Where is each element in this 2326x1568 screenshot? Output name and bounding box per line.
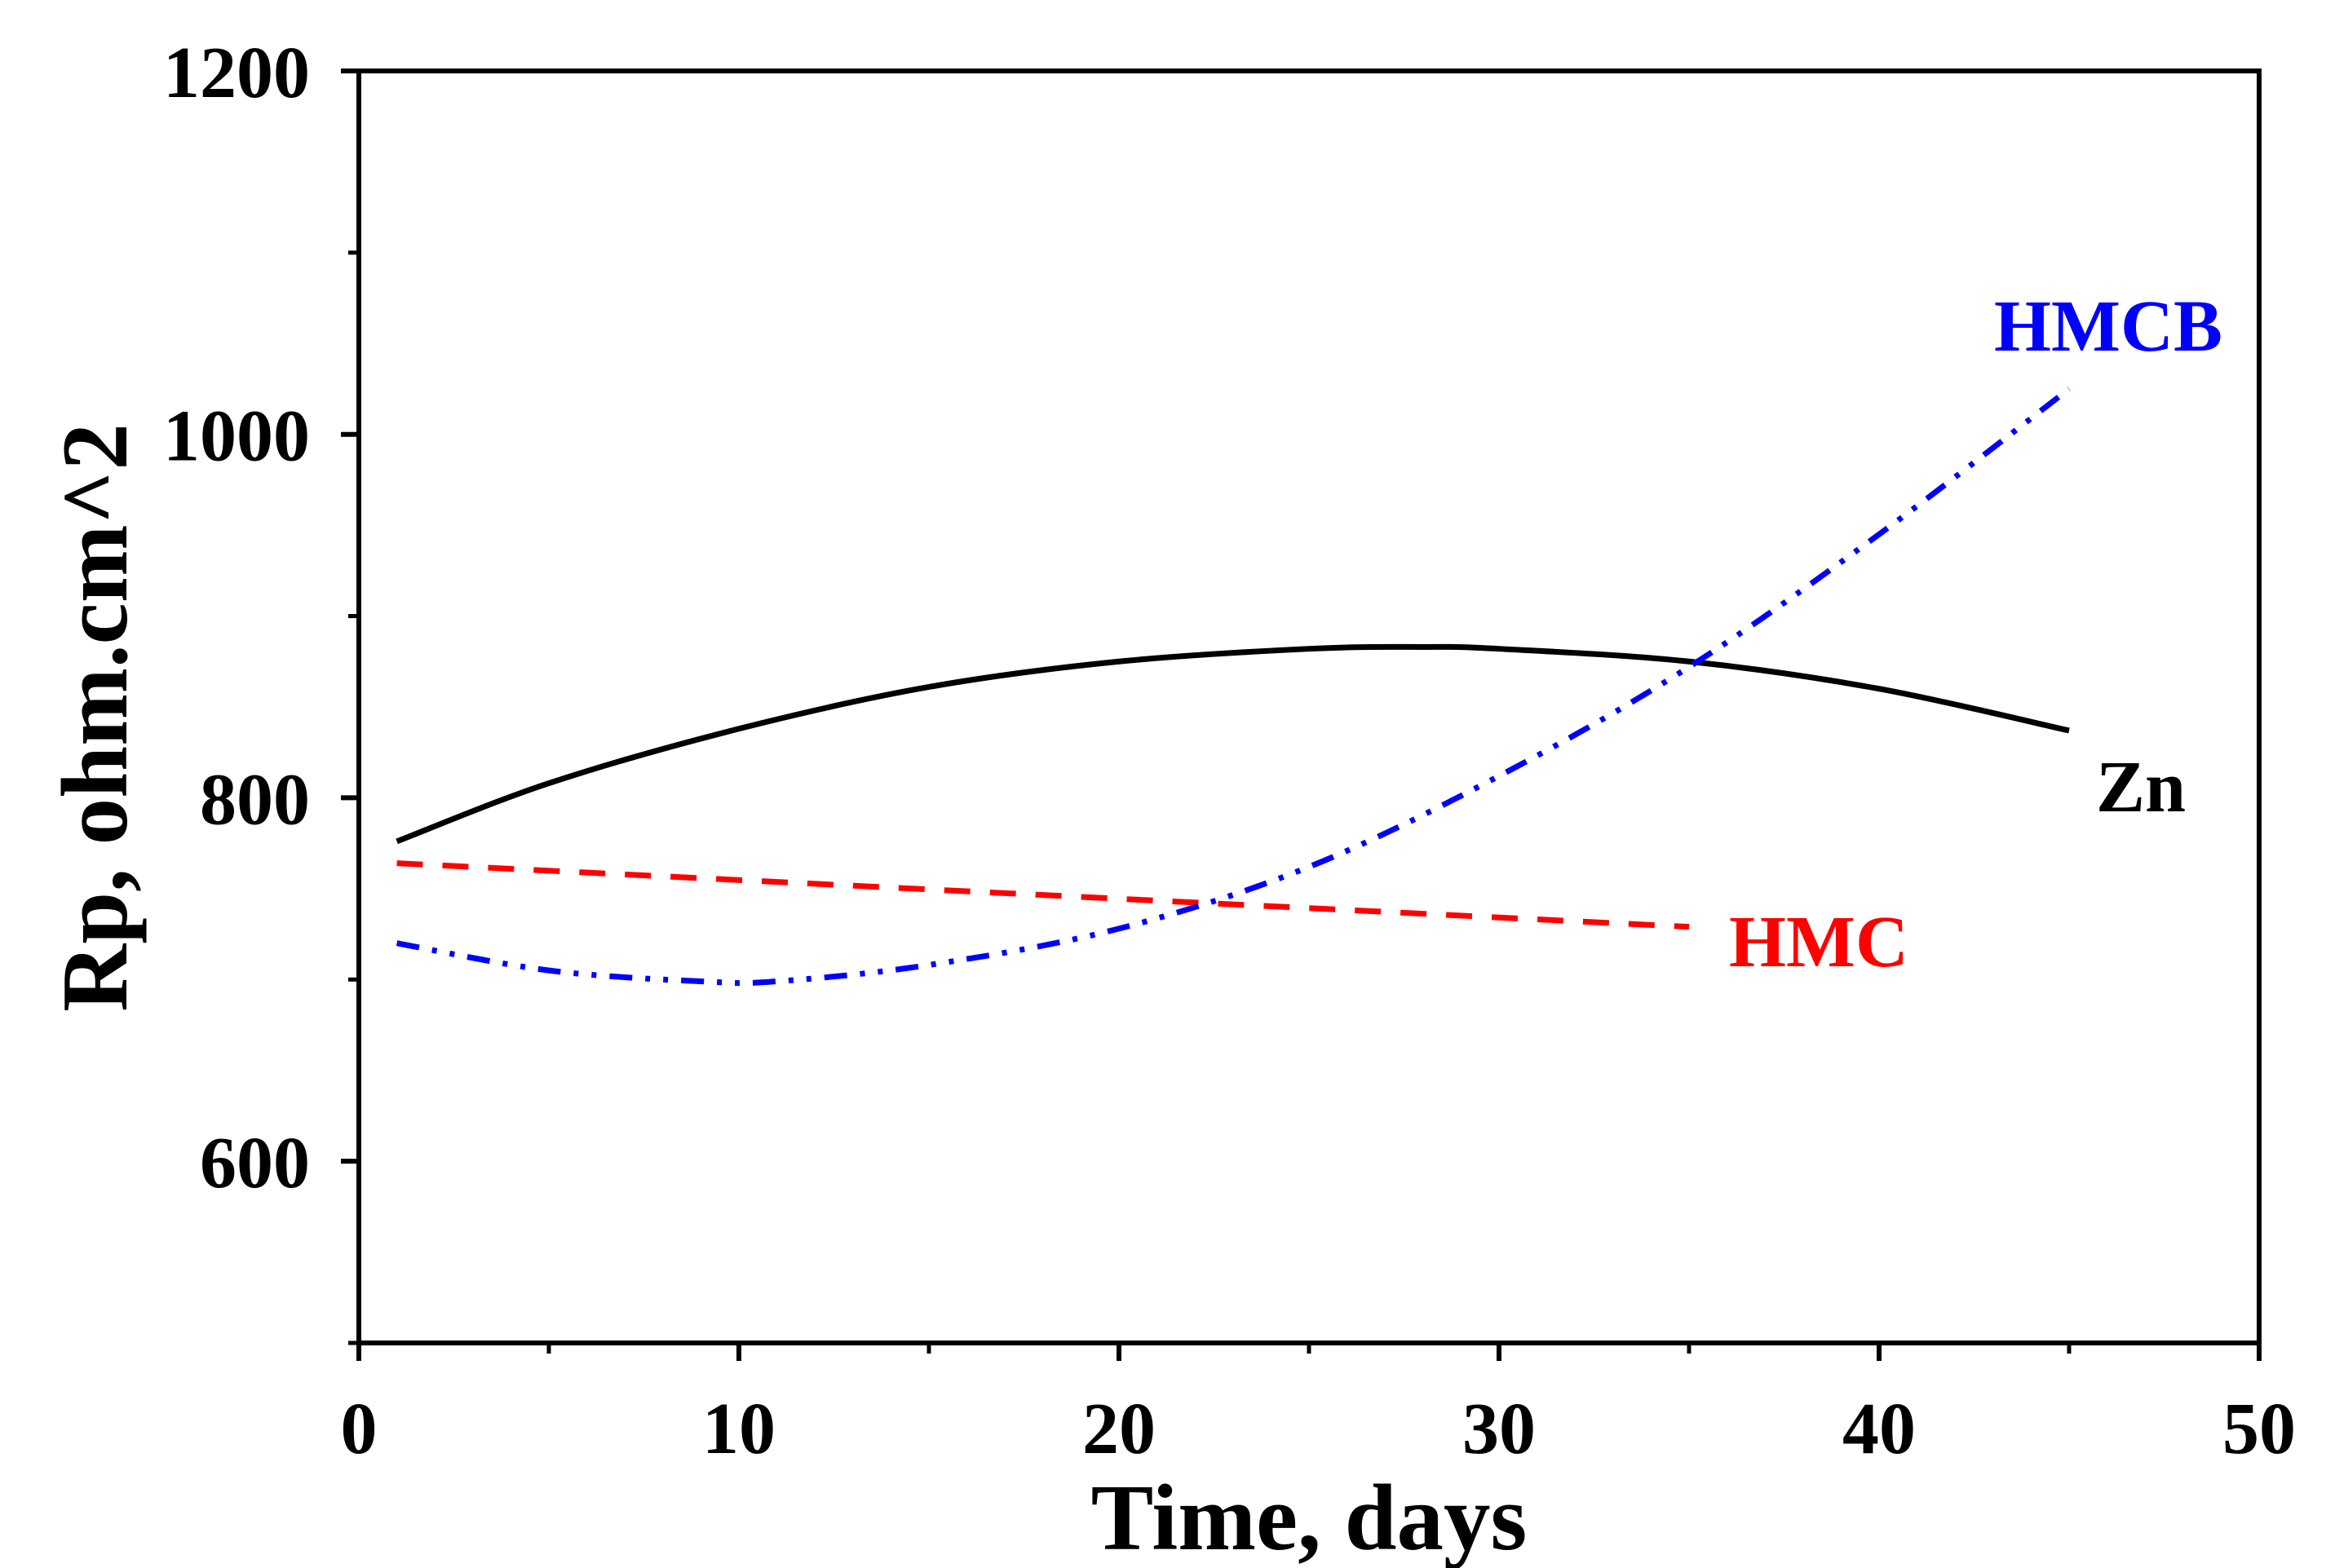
x-tick-label: 20: [1082, 1389, 1156, 1469]
x-tick-label: 0: [341, 1389, 378, 1469]
x-tick-label: 30: [1462, 1389, 1536, 1469]
x-tick-label: 10: [702, 1389, 776, 1469]
series-line-hmc: [396, 860, 1690, 930]
y-tick-label: 1200: [163, 33, 310, 113]
x-axis-label: Time, days: [1091, 1466, 1528, 1568]
x-tick-label: 50: [2222, 1389, 2296, 1469]
series-line-zn: [396, 643, 2070, 845]
series-label-hmc: HMC: [1729, 902, 1908, 983]
y-tick-label: 800: [200, 759, 310, 840]
x-tick-label: 40: [1842, 1389, 1916, 1469]
y-tick-label: 1000: [163, 396, 310, 477]
series-label-hmcb: HMCB: [1994, 286, 2222, 367]
y-tick-label: 600: [200, 1123, 310, 1204]
y-axis-ticks: 600 800 1000 1200: [163, 33, 359, 1345]
series-layer: [396, 386, 2072, 987]
y-axis-label: Rp, ohm.cm^2: [43, 423, 147, 1012]
series-line-hmcb: [396, 386, 2072, 987]
series-label-zn: Zn: [2096, 747, 2186, 828]
x-axis-ticks: 0 10 20 30 40 50: [341, 1343, 2296, 1469]
series-labels: Zn HMC HMCB: [1729, 286, 2222, 983]
